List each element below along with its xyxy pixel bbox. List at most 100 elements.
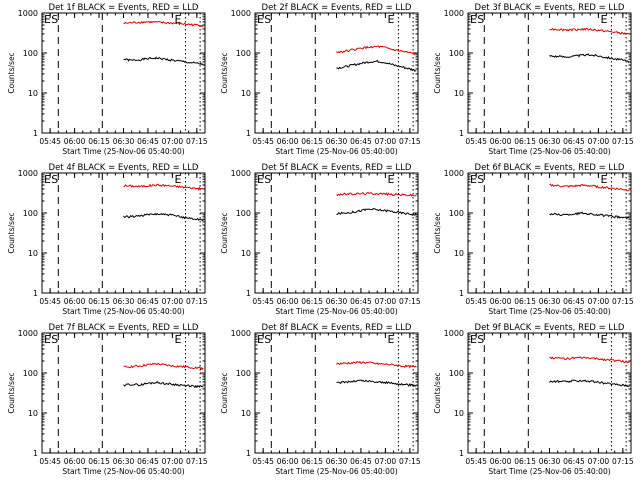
panel-det-9: Det 9f BLACK = Events, RED = LLD 1 10 100 10… <box>433 323 634 476</box>
panel-title: Det 9f BLACK = Events, RED = LLD <box>475 323 625 333</box>
x-tick-label: 06:00 <box>490 457 512 466</box>
x-tick-label: 06:15 <box>88 457 110 466</box>
edge-label: E <box>387 13 394 26</box>
events-series-line <box>549 379 630 388</box>
edge-label: E <box>44 13 51 26</box>
x-axis-label: Start Time (25-Nov-06 05:40:00) <box>275 307 397 316</box>
panel-title: Det 7f BLACK = Events, RED = LLD <box>49 323 199 333</box>
start-marker-label: S <box>264 13 271 26</box>
events-series-line <box>549 53 630 63</box>
x-tick-label: 06:30 <box>113 297 135 306</box>
events-series-line <box>123 380 204 389</box>
x-axis-label: Start Time (25-Nov-06 05:40:00) <box>275 147 397 156</box>
lld-series-line <box>336 360 417 369</box>
x-tick-label: 06:45 <box>350 137 372 146</box>
x-tick-label: 06:15 <box>514 137 536 146</box>
y-axis-label: Counts/sec <box>7 372 16 413</box>
lld-series-line <box>123 362 204 371</box>
edge-label: E <box>44 173 51 186</box>
x-tick-label: 06:00 <box>64 297 86 306</box>
plot-frame <box>467 172 632 294</box>
x-tick-label: 05:45 <box>39 137 61 146</box>
y-axis-label: Counts/sec <box>433 52 442 93</box>
y-tick-label: 100 <box>236 369 251 378</box>
x-axis-label: Start Time (25-Nov-06 05:40:00) <box>275 467 397 476</box>
x-tick-label: 05:45 <box>465 297 487 306</box>
x-tick-label: 06:45 <box>563 137 585 146</box>
y-axis-label: Counts/sec <box>7 52 16 93</box>
y-tick-label: 1 <box>33 289 38 298</box>
panel-det-7: Det 7f BLACK = Events, RED = LLD 1 10 100 10… <box>7 323 208 476</box>
x-axis-label: Start Time (25-Nov-06 05:40:00) <box>488 467 610 476</box>
x-tick-label: 06:45 <box>137 457 159 466</box>
x-tick-label: 07:00 <box>588 137 610 146</box>
x-tick-label: 06:15 <box>88 137 110 146</box>
x-tick-label: 06:15 <box>301 297 323 306</box>
edge-label: E <box>470 173 477 186</box>
x-axis-label: Start Time (25-Nov-06 05:40:00) <box>62 147 184 156</box>
start-marker-label: S <box>51 333 58 346</box>
events-series-line <box>123 56 204 65</box>
lld-series-line <box>336 191 417 197</box>
events-series-line <box>123 212 204 222</box>
lld-series-line <box>549 356 630 364</box>
y-axis-label: Counts/sec <box>220 372 229 413</box>
y-tick-label: 1 <box>33 449 38 458</box>
x-tick-label: 06:00 <box>490 297 512 306</box>
y-tick-label: 10 <box>241 409 251 418</box>
y-tick-label: 1 <box>459 289 464 298</box>
plot-frame <box>467 332 632 454</box>
y-tick-label: 10 <box>241 249 251 258</box>
lld-series-line <box>123 183 204 191</box>
x-tick-label: 07:15 <box>186 137 208 146</box>
x-tick-label: 05:45 <box>252 137 274 146</box>
y-tick-label: 1000 <box>231 9 251 18</box>
y-axis-label: Counts/sec <box>220 212 229 253</box>
x-tick-label: 06:00 <box>277 457 299 466</box>
panel-det-3: Det 3f BLACK = Events, RED = LLD 1 10 100 10… <box>433 3 634 156</box>
x-tick-label: 06:45 <box>563 457 585 466</box>
start-marker-label: S <box>477 13 484 26</box>
plot-frame <box>254 332 419 454</box>
y-axis-label: Counts/sec <box>433 372 442 413</box>
y-tick-label: 1 <box>459 129 464 138</box>
x-tick-label: 06:30 <box>326 457 348 466</box>
y-tick-label: 1 <box>246 129 251 138</box>
y-tick-label: 10 <box>28 249 38 258</box>
x-tick-label: 07:00 <box>162 137 184 146</box>
x-tick-label: 05:45 <box>39 457 61 466</box>
x-tick-label: 07:15 <box>399 457 421 466</box>
x-tick-label: 06:00 <box>277 297 299 306</box>
x-tick-label: 06:45 <box>350 457 372 466</box>
y-tick-label: 1000 <box>18 9 38 18</box>
start-marker-label: S <box>264 333 271 346</box>
edge-label: E <box>470 13 477 26</box>
y-tick-label: 1000 <box>18 169 38 178</box>
x-tick-label: 05:45 <box>252 457 274 466</box>
events-series-line <box>336 59 417 72</box>
x-tick-label: 06:30 <box>539 137 561 146</box>
y-tick-label: 100 <box>23 209 38 218</box>
y-tick-label: 1 <box>246 289 251 298</box>
y-tick-label: 10 <box>454 409 464 418</box>
panel-title: Det 1f BLACK = Events, RED = LLD <box>49 3 199 13</box>
panel-title: Det 4f BLACK = Events, RED = LLD <box>49 163 199 173</box>
x-tick-label: 05:45 <box>465 457 487 466</box>
edge-label: E <box>257 333 264 346</box>
panel-title: Det 6f BLACK = Events, RED = LLD <box>475 163 625 173</box>
lld-series-line <box>549 27 630 35</box>
panel-title: Det 2f BLACK = Events, RED = LLD <box>262 3 412 13</box>
x-tick-label: 07:15 <box>186 297 208 306</box>
x-axis-label: Start Time (25-Nov-06 05:40:00) <box>488 307 610 316</box>
x-tick-label: 07:00 <box>588 457 610 466</box>
x-tick-label: 06:15 <box>301 137 323 146</box>
x-tick-label: 06:45 <box>137 137 159 146</box>
y-tick-label: 1000 <box>444 169 464 178</box>
y-tick-label: 100 <box>236 209 251 218</box>
x-tick-label: 06:30 <box>539 297 561 306</box>
y-tick-label: 100 <box>449 209 464 218</box>
panel-det-1: Det 1f BLACK = Events, RED = LLD 1 10 100 10… <box>7 3 208 156</box>
start-marker-label: S <box>264 173 271 186</box>
lld-series-line <box>336 45 417 56</box>
x-tick-label: 05:45 <box>252 297 274 306</box>
